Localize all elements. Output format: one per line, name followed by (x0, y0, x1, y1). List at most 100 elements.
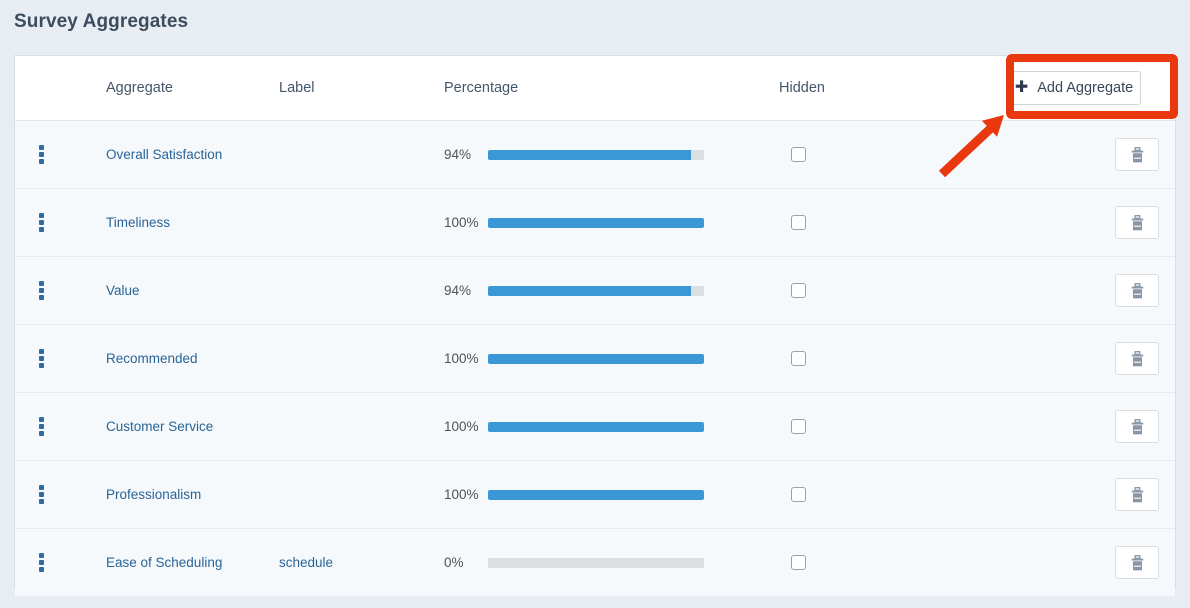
percentage-bar-track (488, 217, 704, 228)
percentage-bar-track (488, 353, 704, 364)
hidden-checkbox[interactable] (791, 215, 806, 230)
table-header-row: Aggregate Label Percentage Hidden ✚ Add … (15, 56, 1175, 121)
column-header-label: Label (279, 80, 315, 96)
percentage-bar-track (488, 489, 704, 500)
percentage-bar-track (488, 285, 704, 296)
aggregate-name-link[interactable]: Timeliness (106, 215, 171, 230)
page-title: Survey Aggregates (14, 11, 189, 32)
aggregate-name-link[interactable]: Overall Satisfaction (106, 147, 223, 162)
aggregate-name-link[interactable]: Ease of Scheduling (106, 555, 223, 570)
percentage-value: 100% (444, 487, 479, 502)
percentage-cell: 100% (444, 487, 774, 502)
handle-cell (15, 145, 106, 164)
actions-cell (984, 478, 1175, 511)
hidden-checkbox[interactable] (791, 419, 806, 434)
drag-handle-icon[interactable] (39, 213, 44, 232)
add-aggregate-button[interactable]: ✚ Add Aggregate (1007, 71, 1141, 105)
delete-row-button[interactable] (1115, 410, 1159, 443)
trash-icon (1131, 486, 1143, 502)
hidden-cell (774, 147, 984, 162)
drag-handle-icon[interactable] (39, 281, 44, 300)
percentage-value: 100% (444, 419, 479, 434)
hidden-checkbox[interactable] (791, 555, 806, 570)
delete-row-button[interactable] (1115, 546, 1159, 579)
drag-handle-icon[interactable] (39, 145, 44, 164)
trash-icon (1131, 214, 1143, 230)
percentage-value: 100% (444, 351, 479, 366)
percentage-cell: 0% (444, 555, 774, 570)
table-row: Professionalism 100% (15, 460, 1175, 528)
aggregate-name-link[interactable]: Customer Service (106, 419, 214, 434)
plus-icon: ✚ (1014, 79, 1029, 96)
trash-icon (1131, 146, 1143, 162)
drag-handle-icon[interactable] (39, 417, 44, 436)
actions-cell (984, 342, 1175, 375)
percentage-bar-track (488, 421, 704, 432)
header-actions-cell: ✚ Add Aggregate (984, 71, 1175, 105)
table-row: Ease of Scheduling schedule 0% (15, 528, 1175, 596)
hidden-checkbox[interactable] (791, 283, 806, 298)
aggregate-name-link[interactable]: Recommended (106, 351, 198, 366)
percentage-value: 94% (444, 147, 472, 162)
actions-cell (984, 206, 1175, 239)
survey-aggregates-table: Aggregate Label Percentage Hidden ✚ Add … (14, 55, 1176, 596)
delete-row-button[interactable] (1115, 138, 1159, 171)
actions-cell (984, 138, 1175, 171)
percentage-cell: 100% (444, 215, 774, 230)
handle-cell (15, 281, 106, 300)
aggregate-cell: Overall Satisfaction (106, 147, 279, 162)
delete-row-button[interactable] (1115, 206, 1159, 239)
drag-handle-icon[interactable] (39, 349, 44, 368)
percentage-bar-track (488, 149, 704, 160)
hidden-cell (774, 555, 984, 570)
handle-cell (15, 349, 106, 368)
percentage-value: 100% (444, 215, 479, 230)
aggregate-name-link[interactable]: Professionalism (106, 487, 202, 502)
drag-handle-icon[interactable] (39, 553, 44, 572)
percentage-cell: 100% (444, 351, 774, 366)
percentage-bar-fill (488, 285, 692, 296)
hidden-checkbox[interactable] (791, 487, 806, 502)
percentage-bar-track (488, 557, 704, 568)
hidden-cell (774, 215, 984, 230)
trash-icon (1131, 282, 1143, 298)
handle-cell (15, 417, 106, 436)
percentage-bar-fill (488, 421, 704, 432)
percentage-bar-fill (488, 489, 704, 500)
drag-handle-icon[interactable] (39, 485, 44, 504)
percentage-bar-fill (488, 353, 704, 364)
delete-row-button[interactable] (1115, 342, 1159, 375)
table-row: Value 94% (15, 256, 1175, 324)
column-header-aggregate: Aggregate (106, 80, 173, 96)
percentage-cell: 94% (444, 283, 774, 298)
actions-cell (984, 274, 1175, 307)
aggregate-cell: Timeliness (106, 215, 279, 230)
percentage-value: 0% (444, 555, 464, 570)
table-row: Timeliness 100% (15, 188, 1175, 256)
percentage-value: 94% (444, 283, 472, 298)
percentage-bar-fill (488, 149, 692, 160)
aggregate-cell: Value (106, 283, 279, 298)
aggregate-label: schedule (279, 555, 334, 570)
table-row: Recommended 100% (15, 324, 1175, 392)
hidden-checkbox[interactable] (791, 147, 806, 162)
aggregate-name-link[interactable]: Value (106, 283, 140, 298)
aggregate-cell: Professionalism (106, 487, 279, 502)
delete-row-button[interactable] (1115, 478, 1159, 511)
percentage-bar-fill (488, 217, 704, 228)
trash-icon (1131, 350, 1143, 366)
aggregate-cell: Recommended (106, 351, 279, 366)
handle-cell (15, 213, 106, 232)
hidden-checkbox[interactable] (791, 351, 806, 366)
trash-icon (1131, 554, 1143, 570)
table-row: Overall Satisfaction 94% (15, 121, 1175, 188)
add-aggregate-button-label: Add Aggregate (1037, 80, 1134, 96)
actions-cell (984, 546, 1175, 579)
aggregate-cell: Customer Service (106, 419, 279, 434)
hidden-cell (774, 419, 984, 434)
column-header-percentage: Percentage (444, 80, 519, 96)
label-cell: schedule (279, 555, 444, 570)
delete-row-button[interactable] (1115, 274, 1159, 307)
hidden-cell (774, 283, 984, 298)
